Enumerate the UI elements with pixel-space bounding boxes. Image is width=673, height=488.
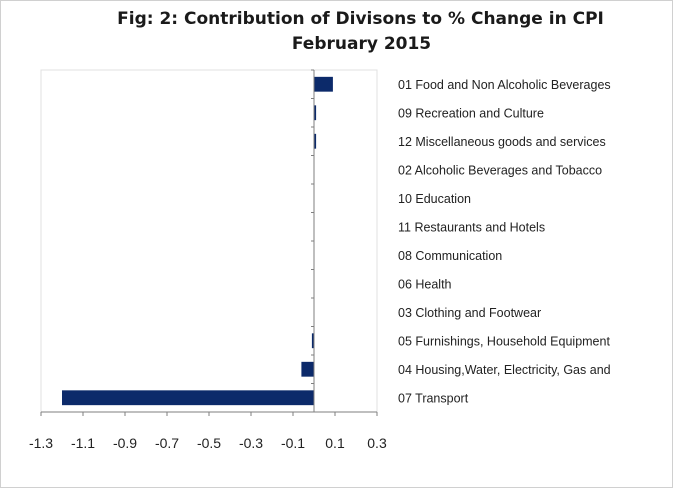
category-label: 11 Restaurants and Hotels (398, 220, 545, 234)
chart-title-line-1: Fig: 2: Contribution of Divisons to % Ch… (117, 9, 604, 29)
labels-group: 01 Food and Non Alcoholic Beverages 09 Re… (29, 78, 611, 451)
x-tick-label: -0.7 (155, 435, 179, 451)
plot-border (40, 69, 378, 413)
x-tick-label: -1.1 (71, 435, 95, 451)
bar-0 (314, 76, 333, 92)
category-label: 12 Miscellaneous goods and services (398, 135, 606, 149)
x-tick-label: -0.3 (239, 435, 263, 451)
chart-title: Fig: 2: Contribution of Divisons to % Ch… (1, 7, 672, 57)
bar-1 (314, 105, 317, 121)
x-tick-label: -0.9 (113, 435, 137, 451)
x-tick-label: -0.5 (197, 435, 221, 451)
category-label: 03 Clothing and Footwear (398, 306, 541, 320)
category-label: 05 Furnishings, Household Equipment (398, 334, 610, 348)
x-tick-label: 0.1 (325, 435, 345, 451)
x-tick-label: -0.1 (281, 435, 305, 451)
x-tick-label: 0.3 (367, 435, 387, 451)
category-label: 02 Alcoholic Beverages and Tobacco (398, 163, 602, 177)
bars-group (62, 76, 333, 406)
category-label: 08 Communication (398, 249, 502, 263)
bar-9 (311, 333, 314, 349)
category-label: 09 Recreation and Culture (398, 106, 544, 120)
x-tick-label: -1.3 (29, 435, 53, 451)
category-label: 04 Housing,Water, Electricity, Gas and (398, 363, 611, 377)
bar-2 (314, 133, 317, 149)
category-label: 10 Education (398, 192, 471, 206)
axes-group (40, 69, 378, 416)
bar-10 (301, 361, 314, 377)
category-label: 07 Transport (398, 391, 469, 405)
category-label: 01 Food and Non Alcoholic Beverages (398, 78, 611, 92)
chart-title-line-2: February 2015 (291, 34, 432, 54)
category-label: 06 Health (398, 277, 452, 291)
bar-11 (62, 390, 314, 406)
